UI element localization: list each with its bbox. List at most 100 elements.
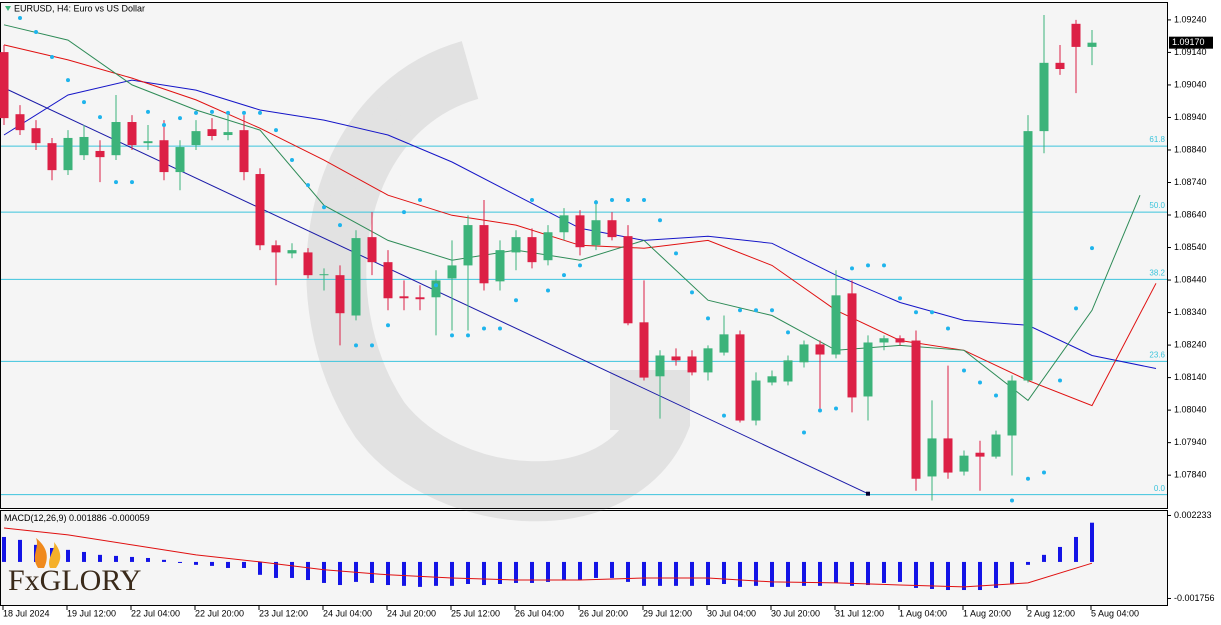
- macd-bar: [1090, 522, 1094, 562]
- y-tick-label: 1.08940: [1174, 112, 1207, 122]
- sar-dot: [866, 263, 870, 268]
- candle-body: [399, 296, 409, 299]
- trendline-anchor: [866, 491, 870, 496]
- candle-body: [847, 293, 857, 398]
- sar-dot: [194, 110, 198, 115]
- macd-bar: [642, 561, 646, 586]
- candle-body: [687, 356, 697, 373]
- watermark-flame: [325, 92, 408, 326]
- candle-body: [927, 438, 937, 477]
- watermark: [306, 41, 690, 522]
- macd-bar: [866, 561, 870, 586]
- watermark-g: [306, 41, 690, 522]
- x-tick-label: 5 Aug 04:00: [1091, 608, 1139, 618]
- sar-dot: [706, 316, 710, 321]
- sar-dot: [690, 290, 694, 295]
- signal-line: [3, 527, 1093, 588]
- macd-bar: [1042, 554, 1046, 562]
- sar-dot: [530, 198, 534, 203]
- candle-body: [191, 131, 201, 146]
- candle-body: [591, 220, 601, 246]
- candle-body: [943, 438, 953, 473]
- sar-dot: [770, 308, 774, 313]
- candle-body: [303, 252, 313, 276]
- candle-body: [159, 140, 169, 173]
- candle-body: [415, 297, 425, 300]
- candle-body: [863, 342, 873, 397]
- candle-body: [207, 129, 217, 136]
- candle-body: [63, 137, 73, 171]
- macd-bar: [738, 561, 742, 587]
- candle-body: [735, 334, 745, 421]
- sar-dot: [914, 310, 918, 315]
- candle-body: [1039, 62, 1049, 132]
- sar-dot: [946, 326, 950, 331]
- candle-body: [799, 344, 809, 363]
- macd-bar: [370, 561, 374, 583]
- x-tick-label: 23 Jul 12:00: [259, 608, 308, 618]
- sar-dot: [754, 308, 758, 313]
- candle-body: [1007, 380, 1017, 436]
- macd-bar: [210, 561, 214, 566]
- x-tick-label: 26 Jul 20:00: [579, 608, 628, 618]
- logo-flame: [49, 542, 61, 568]
- sar-dot: [18, 15, 22, 20]
- logo-flame: [34, 538, 47, 568]
- macd-bar: [690, 561, 694, 586]
- sar-dot: [514, 298, 518, 303]
- macd-bar: [1074, 536, 1078, 562]
- sar-dot: [578, 263, 582, 268]
- x-tick-label: 1 Aug 20:00: [963, 608, 1011, 618]
- logo: FxGLORY: [8, 538, 141, 597]
- sar-dot: [306, 183, 310, 188]
- candle-body: [335, 275, 345, 314]
- fib-label: 50.0: [1149, 201, 1165, 210]
- x-tick-label: 24 Jul 04:00: [323, 608, 372, 618]
- macd-bar: [482, 561, 486, 586]
- macd-panel: [0, 510, 1168, 606]
- macd-bar: [946, 561, 950, 591]
- sar-dot: [34, 29, 38, 34]
- sar-dot: [290, 158, 294, 163]
- x-tick-label: 31 Jul 12:00: [835, 608, 884, 618]
- y-tick-label: 1.08140: [1174, 372, 1207, 382]
- candle-body: [703, 348, 713, 373]
- candle-body: [831, 295, 841, 355]
- y-tick-label: 0.002233: [1174, 510, 1212, 520]
- sar-dot: [626, 198, 630, 203]
- sar-dot: [834, 406, 838, 411]
- macd-bar: [962, 561, 966, 591]
- macd-bar: [114, 555, 118, 562]
- candle-body: [959, 455, 969, 472]
- sar-dot: [882, 263, 886, 268]
- macd-bar: [594, 561, 598, 578]
- x-tick-label: 22 Jul 20:00: [195, 608, 244, 618]
- candle-body: [463, 225, 473, 266]
- candle-body: [1055, 62, 1065, 70]
- candle-body: [127, 122, 137, 146]
- sar-dot: [338, 223, 342, 228]
- sar-dot: [1090, 246, 1094, 251]
- x-tick-label: 29 Jul 12:00: [643, 608, 692, 618]
- sar-dot: [274, 128, 278, 133]
- macd-bar: [178, 561, 182, 563]
- macd-bar: [802, 561, 806, 586]
- macd-bar: [242, 561, 246, 568]
- candle-body: [1071, 23, 1081, 47]
- macd-bar: [18, 539, 22, 562]
- y-tick-label: 1.08540: [1174, 242, 1207, 252]
- sar-dot: [498, 326, 502, 331]
- x-tick-label: 26 Jul 04:00: [515, 608, 564, 618]
- macd-bar: [850, 561, 854, 586]
- fib-label: 61.8: [1149, 135, 1165, 144]
- sar-dot: [114, 180, 118, 185]
- macd-bar: [754, 561, 758, 586]
- x-tick-label: 19 Jul 12:00: [67, 608, 116, 618]
- macd-bar: [930, 561, 934, 589]
- macd-bar: [658, 561, 662, 586]
- candle-body: [991, 434, 1001, 457]
- candle-body: [255, 174, 265, 246]
- macd-bar: [770, 561, 774, 587]
- macd-bar: [786, 561, 790, 587]
